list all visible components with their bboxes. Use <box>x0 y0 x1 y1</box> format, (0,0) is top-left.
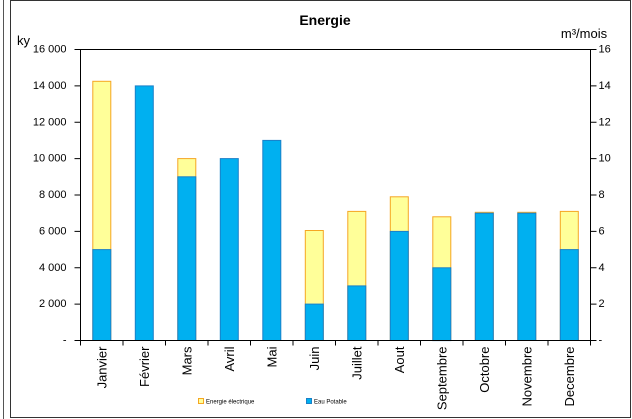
right-axis: - 2 4 6 8 10 12 14 16 <box>590 44 611 347</box>
category-label-novembre: Novembre <box>519 347 534 407</box>
bar-eau-potable-novembre <box>517 212 537 341</box>
plot-area <box>80 49 591 341</box>
legend-swatch-eau-potable <box>306 398 312 404</box>
bar-eau-potable-janvier <box>92 249 112 342</box>
category-label-octobre: Octobre <box>477 347 492 393</box>
category-label-septembre: Septembre <box>434 347 449 411</box>
left-axis: - 2 000 4 000 6 000 8 000 10 000 12 000 14 000 1… <box>33 44 81 347</box>
legend-label-energie-electrique: Energie électrique <box>206 400 255 406</box>
category-label-decembre: Decembre <box>562 347 577 407</box>
category-label-juin: Juin <box>307 347 322 371</box>
right-tick-label: 2 <box>599 298 605 310</box>
bar-eau-potable-fevrier <box>134 85 154 342</box>
bar-eau-potable-avril <box>219 158 239 341</box>
left-tick-label: 2 000 <box>39 298 67 310</box>
right-tick-label: - <box>599 335 603 347</box>
legend-label-eau-potable: Eau Potable <box>314 400 347 406</box>
right-axis-title: m³/mois <box>561 26 608 41</box>
left-axis-title: ky <box>17 33 31 48</box>
right-tick-label: 8 <box>599 189 605 201</box>
bar-eau-potable-septembre <box>432 267 452 342</box>
right-tick-label: 4 <box>599 262 605 274</box>
bar-eau-potable-mars <box>177 176 197 341</box>
left-tick-label: 16 000 <box>33 44 67 56</box>
left-tick-label: 4 000 <box>39 262 67 274</box>
right-tick-label: 6 <box>599 225 605 237</box>
legend-swatch-energie-electrique <box>198 398 204 404</box>
bar-eau-potable-juillet <box>347 285 367 341</box>
category-label-mars: Mars <box>179 346 194 375</box>
bar-eau-potable-juin <box>304 303 324 342</box>
bar-eau-potable-octobre <box>474 212 494 341</box>
left-tick-label: 10 000 <box>33 153 67 165</box>
right-tick-label: 10 <box>599 153 611 165</box>
chart-title: Energie <box>299 12 351 28</box>
left-tick-label: - <box>63 335 67 347</box>
bar-eau-potable-mai <box>262 139 282 341</box>
category-label-mai: Mai <box>264 346 279 367</box>
category-label-avril: Avril <box>222 346 237 371</box>
category-label-janvier: Janvier <box>94 346 109 389</box>
category-axis: Janvier Février Mars Avril Mai Juin Juillet Aou… <box>80 340 591 411</box>
category-label-juillet: Juillet <box>349 346 364 380</box>
right-tick-label: 12 <box>599 116 611 128</box>
category-label-aout: Aout <box>392 346 407 373</box>
bar-eau-potable-aout <box>389 230 409 341</box>
bar-layer <box>92 80 579 342</box>
left-tick-label: 6 000 <box>39 225 67 237</box>
category-label-fevrier: Février <box>137 346 152 387</box>
left-tick-label: 8 000 <box>39 189 67 201</box>
left-tick-label: 14 000 <box>33 80 67 92</box>
bar-eau-potable-decembre <box>559 249 579 342</box>
right-tick-label: 16 <box>599 44 611 56</box>
legend: Energie électrique Eau Potable <box>198 398 347 406</box>
right-tick-label: 14 <box>599 80 611 92</box>
left-tick-label: 12 000 <box>33 116 67 128</box>
